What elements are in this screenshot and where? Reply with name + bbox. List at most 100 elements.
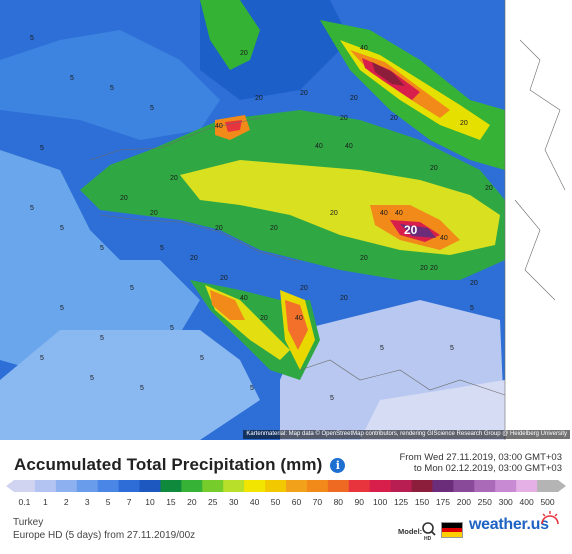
caucasus-maroon-core bbox=[372, 62, 405, 86]
contour-label: 40 bbox=[440, 235, 448, 242]
legend-swatch bbox=[474, 480, 496, 492]
contour-label: 20 bbox=[240, 50, 248, 57]
contour-label: 40 bbox=[315, 143, 323, 150]
legend-tick-label: 80 bbox=[333, 497, 344, 507]
legend-swatch bbox=[97, 480, 120, 492]
contour-label: 5 bbox=[90, 375, 94, 382]
black-sea-green-streak bbox=[200, 0, 260, 70]
contour-label: 40 bbox=[240, 295, 248, 302]
legend-tick-label: 5 bbox=[105, 497, 111, 507]
legend-tick-label: 7 bbox=[126, 497, 132, 507]
contour-label: 5 bbox=[100, 335, 104, 342]
model-label: Model: bbox=[398, 527, 423, 536]
mediterranean-light-area bbox=[0, 330, 260, 440]
hd-model-icon[interactable]: HD bbox=[421, 521, 437, 541]
contour-label: 5 bbox=[30, 35, 34, 42]
contour-label: 20 bbox=[300, 90, 308, 97]
map-attribution: Kartenmaterial: Map data © OpenStreetMap… bbox=[243, 430, 570, 439]
contour-label: 5 bbox=[60, 305, 64, 312]
legend-tick-label: 70 bbox=[312, 497, 323, 507]
contour-label: 20 bbox=[150, 210, 158, 217]
cyprus-orange-spot bbox=[210, 290, 245, 320]
contour-label: 5 bbox=[160, 245, 164, 252]
legend-tick-label: 3 bbox=[84, 497, 90, 507]
contour-label: 20 bbox=[270, 225, 278, 232]
info-icon[interactable]: i bbox=[330, 457, 346, 473]
legend-tick-label: 20 bbox=[187, 497, 197, 507]
contour-label: 5 bbox=[130, 285, 134, 292]
legend-ticks: 0.1 1 2 3 5 7 10 15 20 25 30 40 50 60 70 80 90 100 125 150 1… bbox=[6, 497, 566, 509]
legend-swatch bbox=[306, 480, 329, 492]
contour-label: 20 bbox=[170, 175, 178, 182]
legend-swatch bbox=[348, 480, 371, 492]
precipitation-map[interactable]: 40 40 40 40 40 20 20 20 20 20 20 20 20 20 20 20 20 20 5 5 5 5… bbox=[0, 0, 572, 440]
legend-tick-label: 400 bbox=[519, 497, 534, 507]
legend-swatch bbox=[411, 480, 433, 492]
legend-tick-label: 30 bbox=[228, 497, 239, 507]
contour-label: 20 bbox=[430, 265, 438, 272]
contour-label: 40 bbox=[360, 45, 368, 52]
contour-label: 5 bbox=[40, 145, 44, 152]
contour-label: 20 bbox=[260, 315, 268, 322]
legend-swatch bbox=[202, 480, 224, 492]
contour-label: 5 bbox=[200, 355, 204, 362]
east-purple-core bbox=[400, 224, 436, 238]
legend-tick-label: 25 bbox=[208, 497, 218, 507]
balkan-area bbox=[0, 30, 220, 140]
map-title: Accumulated Total Precipitation (mm) bbox=[14, 455, 323, 474]
legend-swatch bbox=[76, 480, 99, 492]
contour-label: 5 bbox=[30, 205, 34, 212]
contour-label: 20 bbox=[220, 275, 228, 282]
legend-tick-label: 60 bbox=[291, 497, 302, 507]
contour-label: 5 bbox=[380, 345, 384, 352]
contour-label: 5 bbox=[100, 245, 104, 252]
svg-text:HD: HD bbox=[424, 536, 432, 541]
contour-label: 5 bbox=[140, 385, 144, 392]
contour-label: 5 bbox=[70, 75, 74, 82]
legend-tick-label: 10 bbox=[145, 497, 155, 507]
north-red-spot bbox=[225, 120, 242, 132]
contour-label: 40 bbox=[345, 143, 353, 150]
germany-flag-icon[interactable] bbox=[441, 522, 463, 538]
legend-tick-label: 125 bbox=[393, 497, 409, 507]
legend-tick-label: 200 bbox=[456, 497, 471, 507]
contour-label: 20 bbox=[485, 185, 493, 192]
contour-label: 20 bbox=[430, 165, 438, 172]
legend-tick-label: 300 bbox=[498, 497, 513, 507]
legend-swatch bbox=[265, 480, 287, 492]
contour-label: 5 bbox=[170, 325, 174, 332]
contour-label: 20 bbox=[340, 115, 348, 122]
aegean-light-area bbox=[0, 150, 200, 380]
contour-label: 20 bbox=[360, 255, 368, 262]
date-to: to Mon 02.12.2019, 03:00 GMT+03 bbox=[413, 463, 562, 474]
flag-stripe bbox=[442, 523, 462, 528]
flag-stripe bbox=[442, 532, 462, 537]
model-run-label: Europe HD (5 days) from 27.11.2019/00z bbox=[13, 530, 196, 541]
contour-label: 40 bbox=[295, 315, 303, 322]
map-canvas: 40 40 40 40 40 20 20 20 20 20 20 20 20 20 20 20 20 20 5 5 5 5… bbox=[0, 0, 572, 440]
legend-tick-label: 2 bbox=[63, 497, 69, 507]
brand-logo[interactable]: weather.us bbox=[469, 516, 549, 533]
legend-swatch bbox=[55, 480, 78, 492]
map-header: Accumulated Total Precipitation (mm) i bbox=[14, 452, 346, 478]
contour-label: 20 bbox=[255, 95, 263, 102]
legend-tick-label: 1 bbox=[43, 497, 48, 507]
legend-swatch bbox=[432, 480, 454, 492]
legend-swatch bbox=[495, 480, 517, 492]
legend-swatch bbox=[286, 480, 308, 492]
legend-tick-label: 500 bbox=[540, 497, 555, 507]
legend-swatch bbox=[181, 480, 203, 492]
legend-tick-label: 40 bbox=[249, 497, 260, 507]
legend-color-bar bbox=[6, 480, 566, 492]
legend-swatch bbox=[34, 480, 57, 492]
legend-swatch bbox=[516, 480, 538, 492]
contour-label: 5 bbox=[60, 225, 64, 232]
contour-label: 5 bbox=[40, 355, 44, 362]
date-range: From Wed 27.11.2019, 03:00 GMT+03 to Mon… bbox=[399, 452, 562, 474]
desert-faint-area bbox=[360, 380, 505, 440]
legend-tick-label: 50 bbox=[270, 497, 281, 507]
sun-logo-icon bbox=[541, 511, 559, 525]
legend-arrow-left bbox=[6, 480, 14, 492]
date-from: From Wed 27.11.2019, 03:00 GMT+03 bbox=[399, 452, 562, 463]
legend-swatch bbox=[390, 480, 413, 492]
